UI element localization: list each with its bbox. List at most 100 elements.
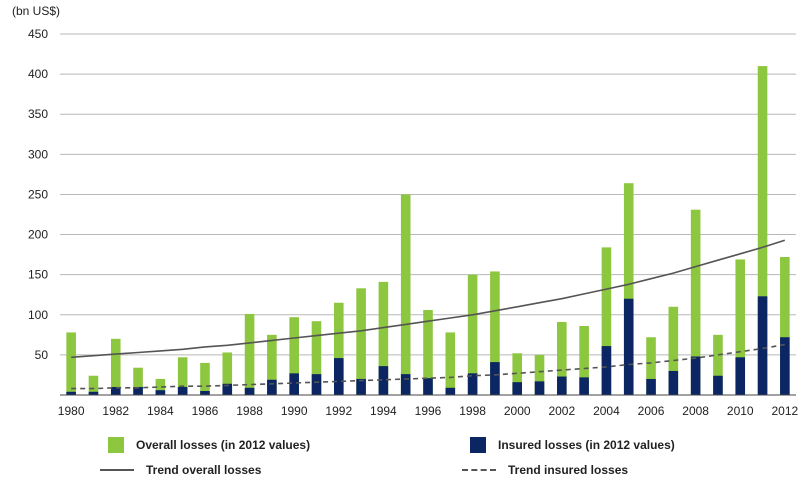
bars	[66, 66, 790, 395]
x-tick-1998: 1998	[459, 404, 486, 418]
y-tick-400: 400	[28, 67, 48, 81]
bar-overall-2002	[557, 321, 567, 395]
bar-insured-2009	[713, 375, 723, 395]
y-axis-unit-label: (bn US$)	[12, 4, 60, 18]
bar-insured-1982	[110, 386, 121, 395]
bar-overall-1994	[378, 281, 389, 395]
trend-overall-line	[71, 239, 786, 359]
bar-insured-1993	[356, 378, 366, 395]
x-tick-2008: 2008	[682, 404, 709, 418]
x-tick-1986: 1986	[192, 404, 219, 418]
legend-swatch-insured	[470, 437, 486, 453]
bar-insured-1981	[88, 391, 99, 395]
x-tick-1984: 1984	[147, 404, 174, 418]
bar-overall-2005	[623, 183, 634, 395]
legend-item-trend-insured: Trend insured losses	[462, 463, 628, 477]
x-tick-1994: 1994	[370, 404, 397, 418]
bar-insured-2006	[646, 378, 656, 395]
legend-item-trend-overall: Trend overall losses	[100, 463, 261, 477]
y-tick-100: 100	[28, 308, 48, 322]
bar-overall-2004	[601, 247, 612, 395]
x-tick-1990: 1990	[281, 404, 308, 418]
bar-overall-1981	[88, 375, 99, 395]
bar-insured-2003	[579, 377, 589, 395]
bar-overall-1987	[222, 352, 233, 395]
bar-overall-2008	[690, 209, 701, 395]
bar-overall-1985	[177, 357, 188, 395]
y-tick-250: 250	[28, 187, 48, 201]
bar-insured-2005	[623, 298, 634, 395]
bar-insured-1995	[400, 374, 411, 395]
x-tick-1996: 1996	[415, 404, 442, 418]
bar-insured-1991	[311, 374, 322, 395]
bar-overall-1998	[467, 274, 478, 395]
legend-item-overall: Overall losses (in 2012 values)	[108, 437, 310, 453]
bar-insured-1994	[378, 366, 389, 395]
bar-insured-1992	[333, 358, 344, 395]
y-tick-350: 350	[28, 107, 48, 121]
y-tick-200: 200	[28, 228, 48, 242]
bar-overall-1993	[356, 288, 366, 395]
bar-overall-1984	[155, 378, 166, 395]
legend: Overall losses (in 2012 values) Insured …	[0, 430, 802, 482]
x-tick-1992: 1992	[325, 404, 352, 418]
bar-insured-1988	[244, 387, 255, 395]
bar-insured-2002	[557, 376, 567, 395]
bar-insured-1997	[445, 387, 456, 395]
x-tick-labels: 1980 1982 1984 1986 1988 1990 1992 1994 1996 1998…	[58, 404, 799, 418]
bar-insured-2010	[735, 357, 746, 395]
bar-overall-1996	[423, 309, 433, 395]
bar-insured-2008	[690, 356, 701, 395]
bar-insured-1996	[423, 378, 433, 395]
bar-overall-2009	[713, 334, 723, 395]
legend-label-overall: Overall losses (in 2012 values)	[136, 438, 311, 452]
bar-insured-1980	[66, 391, 76, 395]
bar-insured-2000	[512, 382, 523, 395]
bar-overall-2011	[757, 66, 768, 395]
bar-insured-2007	[668, 370, 679, 395]
bar-overall-1982	[110, 338, 121, 395]
bar-insured-1986	[200, 390, 210, 395]
x-tick-2004: 2004	[593, 404, 620, 418]
y-tick-450: 450	[28, 27, 48, 41]
x-tick-2012: 2012	[771, 404, 798, 418]
bar-overall-1989	[267, 334, 277, 395]
bar-overall-1995	[400, 194, 411, 395]
bar-overall-1992	[333, 302, 344, 395]
bar-insured-2011	[757, 296, 768, 395]
bar-overall-1980	[66, 332, 76, 395]
x-tick-2000: 2000	[504, 404, 531, 418]
bar-overall-2006	[646, 337, 656, 395]
bar-insured-1987	[222, 383, 233, 395]
bar-insured-1984	[155, 390, 166, 395]
legend-item-insured: Insured losses (in 2012 values)	[470, 437, 675, 453]
legend-label-trend-insured: Trend insured losses	[508, 463, 629, 477]
x-tick-2002: 2002	[548, 404, 575, 418]
bar-overall-1999	[490, 271, 500, 395]
bar-overall-2012	[780, 257, 790, 395]
y-tick-150: 150	[28, 268, 48, 282]
legend-label-trend-overall: Trend overall losses	[146, 463, 262, 477]
bar-insured-1989	[267, 379, 277, 395]
gridlines	[60, 33, 796, 356]
bar-overall-1990	[289, 317, 299, 395]
bar-overall-1991	[311, 321, 322, 395]
legend-swatch-overall	[108, 437, 124, 453]
y-tick-300: 300	[28, 147, 48, 161]
x-tick-1980: 1980	[58, 404, 85, 418]
x-tick-1982: 1982	[102, 404, 129, 418]
trend-lines	[71, 239, 786, 390]
bar-overall-2010	[735, 259, 746, 395]
bar-overall-1997	[445, 332, 456, 395]
bar-overall-2007	[668, 306, 679, 395]
legend-line-trend-insured	[462, 469, 496, 471]
bar-insured-1985	[177, 386, 188, 395]
bar-overall-1983	[133, 367, 143, 395]
bar-overall-2003	[579, 326, 589, 395]
bar-insured-2012	[780, 337, 790, 395]
bar-insured-1999	[490, 362, 500, 395]
y-tick-labels: 50 100 150 200 250 300 350 400 450	[28, 27, 48, 362]
y-tick-50: 50	[35, 348, 49, 362]
bar-insured-1990	[289, 373, 299, 395]
bar-overall-1986	[200, 362, 210, 395]
